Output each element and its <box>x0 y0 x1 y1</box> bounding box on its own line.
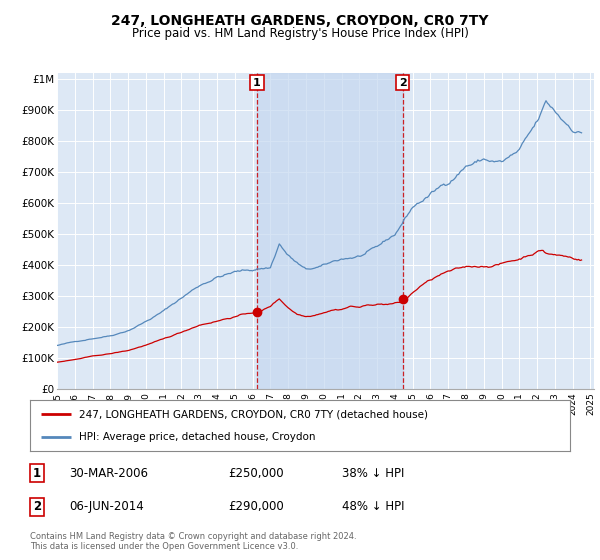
Text: £250,000: £250,000 <box>228 466 284 480</box>
Text: 247, LONGHEATH GARDENS, CROYDON, CR0 7TY: 247, LONGHEATH GARDENS, CROYDON, CR0 7TY <box>111 14 489 28</box>
Text: 06-JUN-2014: 06-JUN-2014 <box>69 500 144 514</box>
Text: 38% ↓ HPI: 38% ↓ HPI <box>342 466 404 480</box>
Text: 48% ↓ HPI: 48% ↓ HPI <box>342 500 404 514</box>
Text: 2: 2 <box>33 500 41 514</box>
Text: £290,000: £290,000 <box>228 500 284 514</box>
Text: HPI: Average price, detached house, Croydon: HPI: Average price, detached house, Croy… <box>79 432 315 442</box>
Text: 1: 1 <box>33 466 41 480</box>
Text: 30-MAR-2006: 30-MAR-2006 <box>69 466 148 480</box>
Text: Contains HM Land Registry data © Crown copyright and database right 2024.
This d: Contains HM Land Registry data © Crown c… <box>30 532 356 552</box>
Bar <box>257 73 403 389</box>
Text: 247, LONGHEATH GARDENS, CROYDON, CR0 7TY (detached house): 247, LONGHEATH GARDENS, CROYDON, CR0 7TY… <box>79 409 428 419</box>
Text: Price paid vs. HM Land Registry's House Price Index (HPI): Price paid vs. HM Land Registry's House … <box>131 27 469 40</box>
Text: 1: 1 <box>253 77 261 87</box>
Text: 2: 2 <box>399 77 407 87</box>
